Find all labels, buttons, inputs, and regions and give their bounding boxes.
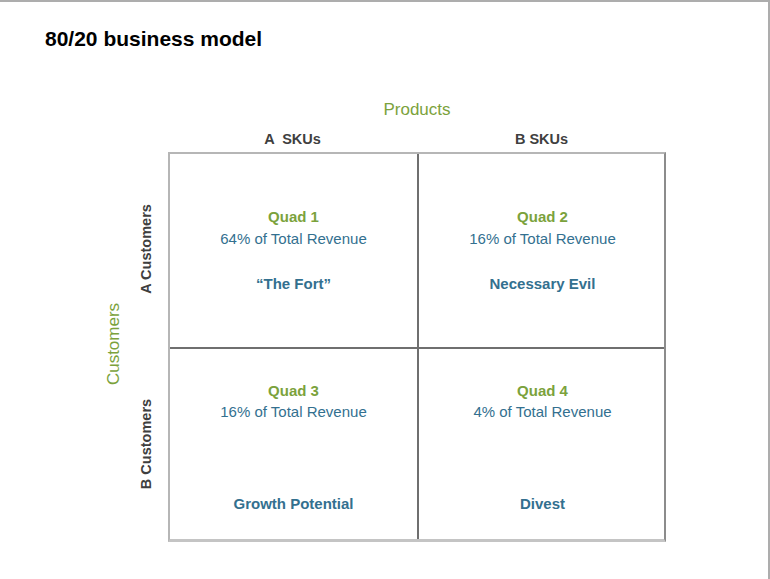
column-header-b-skus: B SKUs xyxy=(417,131,666,153)
quadrant-4-revenue: 4% of Total Revenue xyxy=(419,402,666,422)
page-title: 80/20 business model xyxy=(45,27,262,51)
quadrant-2-title: Quad 2 xyxy=(419,207,666,227)
quadrant-2-cell: Quad 2 16% of Total Revenue Necessary Ev… xyxy=(419,154,666,347)
quadrant-2-label: Necessary Evil xyxy=(419,274,666,294)
quadrant-1-cell: Quad 1 64% of Total Revenue “The Fort” xyxy=(170,154,417,347)
quadrant-4-title: Quad 4 xyxy=(419,381,666,401)
quadrant-1-title: Quad 1 xyxy=(170,207,417,227)
quadrant-matrix: Quad 1 64% of Total Revenue “The Fort” Q… xyxy=(168,152,666,542)
row-header-b-customers: B Customers xyxy=(138,399,154,489)
quadrant-2-revenue: 16% of Total Revenue xyxy=(419,229,666,249)
quadrant-1-label: “The Fort” xyxy=(170,274,417,294)
quadrant-4-label: Divest xyxy=(419,494,666,514)
customers-axis-label: Customers xyxy=(104,303,124,385)
row-header-a-customers: A Customers xyxy=(138,204,154,294)
quadrant-1-revenue: 64% of Total Revenue xyxy=(170,229,417,249)
column-header-a-skus: A SKUs xyxy=(168,131,417,153)
products-axis-label: Products xyxy=(168,100,666,120)
slide: 80/20 business model Products A SKUs B S… xyxy=(0,0,770,579)
quadrant-4-cell: Quad 4 4% of Total Revenue Divest xyxy=(419,349,666,542)
quadrant-3-cell: Quad 3 16% of Total Revenue Growth Poten… xyxy=(170,349,417,542)
quadrant-3-label: Growth Potential xyxy=(170,494,417,514)
quadrant-3-revenue: 16% of Total Revenue xyxy=(170,402,417,422)
quadrant-3-title: Quad 3 xyxy=(170,381,417,401)
